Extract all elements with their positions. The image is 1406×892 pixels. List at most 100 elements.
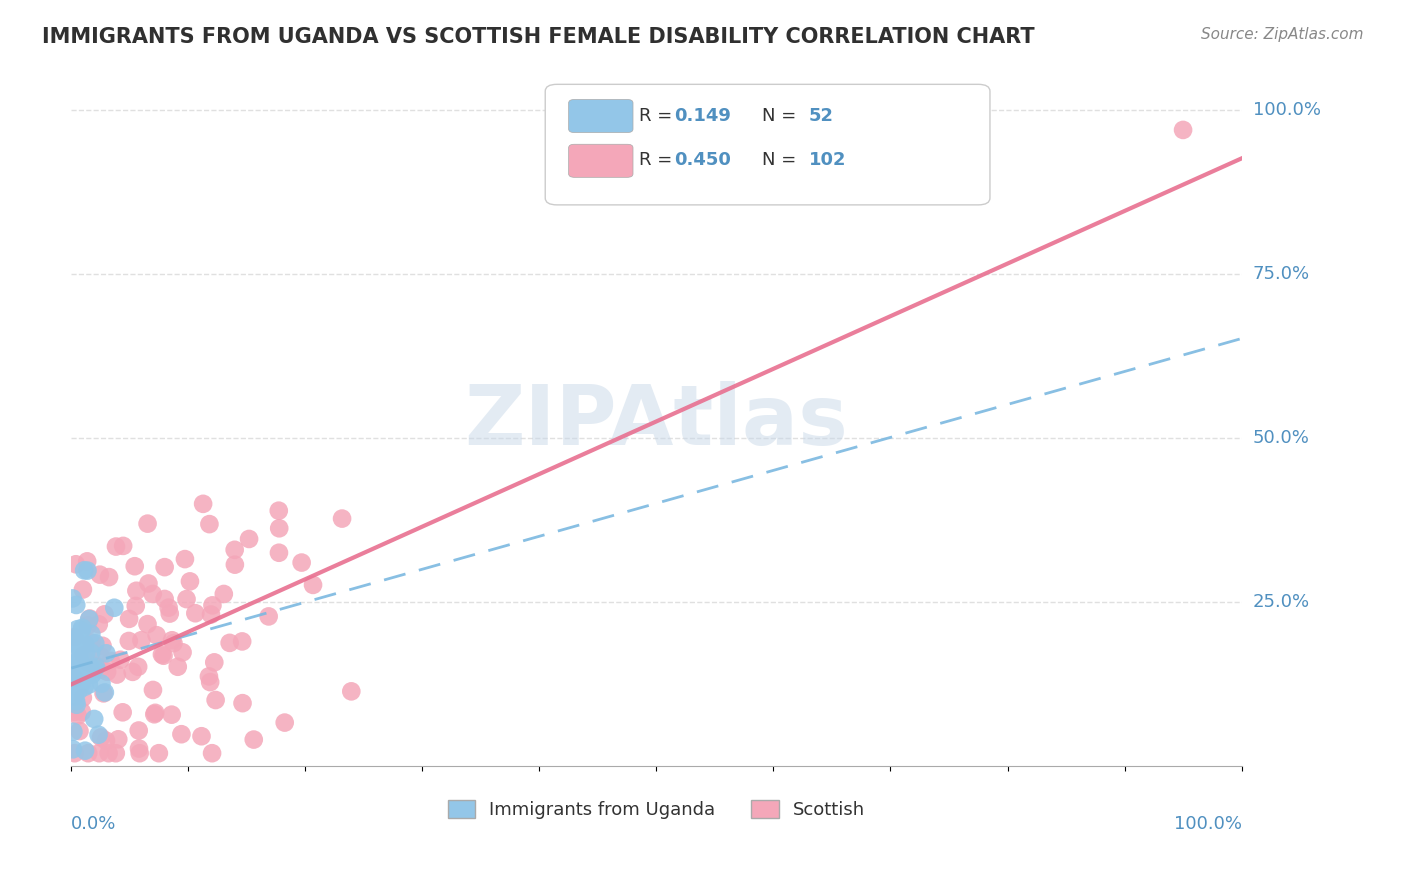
Scottish	[176, 592, 198, 607]
Scottish	[1171, 123, 1194, 137]
Scottish	[204, 693, 226, 707]
Scottish	[302, 578, 325, 592]
Scottish	[152, 648, 174, 663]
Scottish	[93, 607, 115, 622]
Text: 100.0%: 100.0%	[1253, 102, 1320, 120]
Immigrants from Uganda	[62, 724, 84, 739]
Immigrants from Uganda	[63, 690, 86, 704]
Scottish	[111, 706, 134, 720]
Scottish	[76, 554, 98, 568]
Scottish	[201, 746, 224, 760]
Immigrants from Uganda	[65, 669, 87, 683]
Scottish	[125, 583, 148, 598]
Immigrants from Uganda	[73, 680, 96, 694]
FancyBboxPatch shape	[568, 145, 633, 178]
Scottish	[159, 607, 181, 621]
Scottish	[224, 558, 246, 572]
Immigrants from Uganda	[76, 663, 98, 677]
Scottish	[77, 746, 100, 760]
Scottish	[212, 587, 235, 601]
Scottish	[98, 570, 121, 584]
Immigrants from Uganda	[87, 728, 110, 742]
Immigrants from Uganda	[80, 667, 103, 681]
Scottish	[89, 746, 111, 760]
Immigrants from Uganda	[77, 612, 100, 626]
Scottish	[157, 600, 180, 615]
Text: 50.0%: 50.0%	[1253, 429, 1309, 447]
Scottish	[86, 659, 108, 673]
Scottish	[190, 729, 212, 743]
Scottish	[63, 671, 86, 685]
Scottish	[89, 567, 111, 582]
Scottish	[231, 696, 253, 710]
Scottish	[100, 654, 122, 668]
Scottish	[105, 667, 128, 681]
Immigrants from Uganda	[70, 621, 93, 635]
Scottish	[184, 606, 207, 620]
Scottish	[63, 746, 86, 760]
Scottish	[162, 636, 184, 650]
FancyBboxPatch shape	[568, 100, 633, 133]
Scottish	[63, 705, 86, 719]
Immigrants from Uganda	[96, 646, 118, 660]
Scottish	[72, 690, 94, 705]
Immigrants from Uganda	[62, 742, 84, 756]
Scottish	[148, 746, 170, 760]
Immigrants from Uganda	[66, 698, 89, 712]
Scottish	[201, 599, 224, 613]
Immigrants from Uganda	[76, 564, 98, 578]
Text: 0.450: 0.450	[673, 151, 731, 169]
Scottish	[91, 639, 114, 653]
Scottish	[118, 612, 141, 626]
Immigrants from Uganda	[62, 665, 84, 680]
Immigrants from Uganda	[67, 684, 90, 698]
Immigrants from Uganda	[73, 668, 96, 682]
Scottish	[79, 611, 101, 625]
Scottish	[174, 552, 197, 566]
Scottish	[97, 746, 120, 760]
Scottish	[93, 686, 115, 700]
Scottish	[76, 618, 98, 632]
Immigrants from Uganda	[72, 664, 94, 678]
Scottish	[198, 675, 221, 690]
Immigrants from Uganda	[63, 635, 86, 649]
Legend: Immigrants from Uganda, Scottish: Immigrants from Uganda, Scottish	[440, 792, 872, 826]
Scottish	[89, 663, 111, 677]
Immigrants from Uganda	[67, 651, 90, 665]
Scottish	[340, 684, 363, 698]
Immigrants from Uganda	[66, 638, 89, 652]
Immigrants from Uganda	[75, 744, 97, 758]
Scottish	[128, 723, 150, 738]
Immigrants from Uganda	[70, 677, 93, 691]
Scottish	[136, 617, 159, 632]
Scottish	[238, 532, 260, 546]
Scottish	[198, 669, 221, 683]
Immigrants from Uganda	[79, 661, 101, 675]
Scottish	[124, 559, 146, 574]
Scottish	[142, 587, 165, 601]
Scottish	[291, 556, 314, 570]
Scottish	[218, 636, 240, 650]
Text: 0.0%: 0.0%	[72, 814, 117, 832]
Immigrants from Uganda	[73, 563, 96, 577]
Scottish	[330, 511, 353, 525]
Immigrants from Uganda	[60, 675, 83, 690]
Immigrants from Uganda	[80, 627, 103, 641]
Scottish	[200, 607, 222, 622]
Scottish	[179, 574, 201, 589]
Scottish	[160, 633, 183, 648]
Scottish	[267, 504, 290, 518]
Text: IMMIGRANTS FROM UGANDA VS SCOTTISH FEMALE DISABILITY CORRELATION CHART: IMMIGRANTS FROM UGANDA VS SCOTTISH FEMAL…	[42, 27, 1035, 46]
Immigrants from Uganda	[62, 632, 84, 647]
Scottish	[90, 649, 112, 664]
Text: N =: N =	[762, 107, 801, 125]
Scottish	[94, 733, 117, 747]
Scottish	[153, 591, 176, 606]
Scottish	[90, 731, 112, 745]
Immigrants from Uganda	[67, 646, 90, 660]
Immigrants from Uganda	[70, 664, 93, 678]
Text: 102: 102	[808, 151, 846, 169]
Immigrants from Uganda	[60, 673, 83, 687]
Scottish	[150, 648, 173, 662]
Scottish	[110, 653, 132, 667]
